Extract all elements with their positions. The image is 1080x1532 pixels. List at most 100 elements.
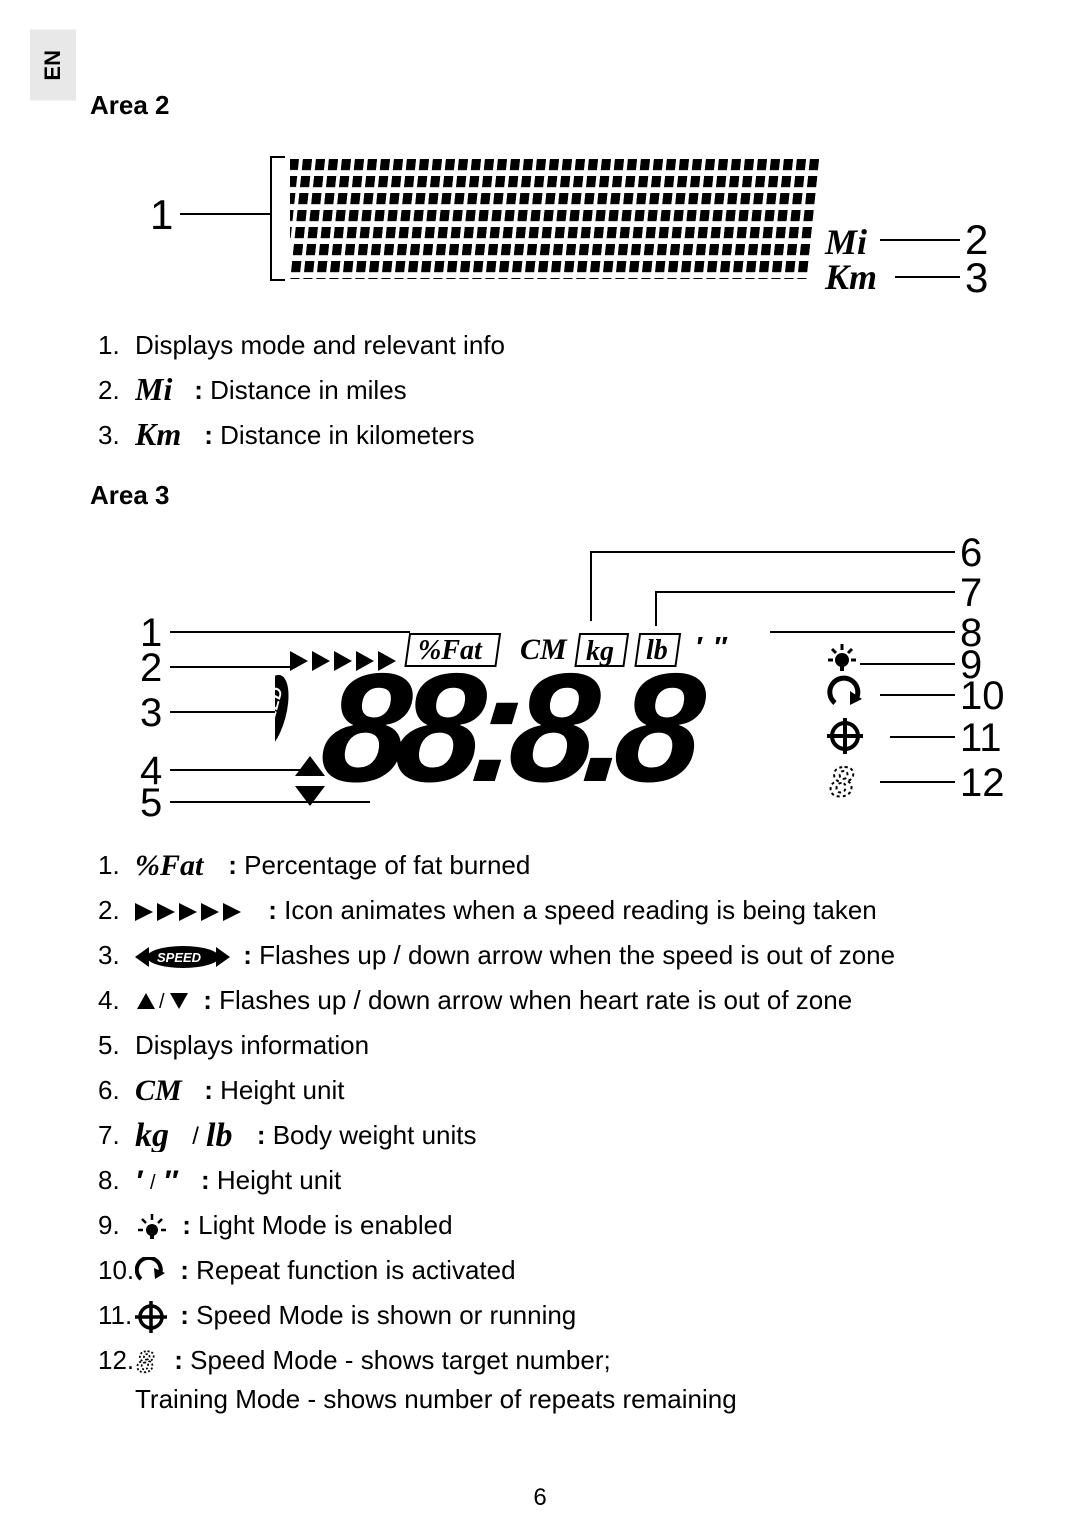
list-text: CM : Height unit xyxy=(135,1071,990,1110)
svg-text:/: / xyxy=(150,1172,156,1194)
list-item: 2. : Icon animates when a speed reading … xyxy=(90,891,990,930)
dotted-eight-icon: 8 xyxy=(135,1347,161,1377)
svg-text:lb: lb xyxy=(206,1122,232,1152)
area2-diagram: 1 Mi Km 2 3 xyxy=(90,141,990,301)
list-text: SPEED : Flashes up / down arrow when the… xyxy=(135,936,990,975)
list-text: ′ / ′′ : Height unit xyxy=(135,1161,990,1200)
list-item: 12. 8 : Speed Mode - shows target number… xyxy=(90,1341,990,1419)
area2-dotmatrix xyxy=(290,159,820,279)
list-item: 10. : Repeat function is activated xyxy=(90,1251,990,1290)
area3-callout-2: 2 xyxy=(140,646,162,691)
svg-text:88:8.8: 88:8.8 xyxy=(314,640,712,811)
svg-text:SPEED: SPEED xyxy=(157,950,202,965)
leader-line xyxy=(170,666,290,668)
list-text: Mi : Distance in miles xyxy=(135,371,990,410)
svg-text:Km: Km xyxy=(135,423,181,451)
item-text: Distance in miles xyxy=(210,375,407,405)
area3-callout-10: 10 xyxy=(960,674,1005,719)
leader-line xyxy=(590,551,592,621)
area3-diagram: 1 2 3 4 5 6 7 8 9 10 11 12 %Fat CM xyxy=(90,531,990,821)
list-item: 8. ′ / ′′ : Height unit xyxy=(90,1161,990,1200)
feet-inches-icon: ′ / ′′ xyxy=(135,1169,195,1195)
area3-callout-6: 6 xyxy=(960,531,982,576)
list-number: 12. xyxy=(90,1341,135,1380)
light-icon xyxy=(135,1212,169,1242)
list-item: 1. Displays mode and relevant info xyxy=(90,326,990,365)
area3-callout-5: 5 xyxy=(140,781,162,826)
list-number: 8. xyxy=(90,1161,135,1200)
list-text: : Speed Mode is shown or running xyxy=(135,1296,990,1335)
list-item: 11. : Speed Mode is shown or running xyxy=(90,1296,990,1335)
list-text: : Icon animates when a speed reading is … xyxy=(135,891,990,930)
repeat-icon xyxy=(135,1257,167,1287)
area3-list: 1. %Fat : Percentage of fat burned 2. : … xyxy=(90,846,990,1419)
item-text: Height unit xyxy=(220,1075,344,1105)
list-item: 9. : Light Mode is enabled xyxy=(90,1206,990,1245)
area2-km-label: Km xyxy=(825,256,877,298)
list-number: 3. xyxy=(90,416,135,455)
semicolon: ; xyxy=(603,1345,610,1375)
svg-text:Mi: Mi xyxy=(135,378,172,406)
lb-icon: lb xyxy=(206,1122,244,1152)
svg-text:8: 8 xyxy=(137,1347,154,1377)
svg-text:CM: CM xyxy=(135,1079,183,1105)
speed-arrows-icon xyxy=(135,901,255,923)
list-item: 1. %Fat : Percentage of fat burned xyxy=(90,846,990,885)
area2-callout-3: 3 xyxy=(965,254,988,302)
list-item: 5. Displays information xyxy=(90,1026,990,1065)
up-down-arrow-icon: / xyxy=(135,991,190,1013)
item-text: Light Mode is enabled xyxy=(198,1210,452,1240)
svg-text:′′: ′′ xyxy=(163,1169,179,1195)
kg-icon: kg xyxy=(135,1122,179,1152)
area3-callout-3: 3 xyxy=(140,691,162,736)
item-text: Percentage of fat burned xyxy=(244,850,530,880)
area3-title: Area 3 xyxy=(90,480,990,511)
list-text: / : Flashes up / down arrow when heart r… xyxy=(135,981,990,1020)
item-text: Repeat function is activated xyxy=(196,1255,515,1285)
list-number: 3. xyxy=(90,936,135,975)
svg-text:8: 8 xyxy=(830,758,854,805)
list-text: %Fat : Percentage of fat burned xyxy=(135,846,990,885)
svg-text:kg: kg xyxy=(135,1122,169,1152)
crosshair-icon xyxy=(135,1301,167,1333)
list-text: : Light Mode is enabled xyxy=(135,1206,990,1245)
list-text: : Repeat function is activated xyxy=(135,1251,990,1290)
list-number: 7. xyxy=(90,1116,135,1155)
leader-line xyxy=(590,551,955,553)
area3-callout-12: 12 xyxy=(960,761,1005,806)
km-icon: Km xyxy=(135,423,191,451)
list-number: 9. xyxy=(90,1206,135,1245)
list-item: 6. CM : Height unit xyxy=(90,1071,990,1110)
list-number: 4. xyxy=(90,981,135,1020)
leader-line xyxy=(655,591,955,593)
item-text: Flashes up / down arrow when heart rate … xyxy=(219,985,852,1015)
list-number: 1. xyxy=(90,326,135,365)
list-text: Displays mode and relevant info xyxy=(135,326,990,365)
list-text: Km : Distance in kilometers xyxy=(135,416,990,455)
language-tab: EN xyxy=(30,30,76,101)
item-text: Height unit xyxy=(217,1165,341,1195)
list-item: 3. Km : Distance in kilometers xyxy=(90,416,990,455)
area2-list: 1. Displays mode and relevant info 2. Mi… xyxy=(90,326,990,455)
svg-text:%Fat: %Fat xyxy=(135,853,205,881)
item-text-line2: Training Mode - shows number of repeats … xyxy=(135,1384,737,1414)
area3-lcd-cluster: %Fat CM kg lb ′ ′′ SPEED 88:8.8 88:8.8 xyxy=(275,616,895,811)
item-text: Speed Mode - shows target number xyxy=(190,1345,603,1375)
speed-pill-icon: SPEED xyxy=(135,945,230,969)
list-number: 11. xyxy=(90,1296,135,1335)
list-text: 8 : Speed Mode - shows target number; Tr… xyxy=(135,1341,990,1419)
list-number: 1. xyxy=(90,846,135,885)
list-number: 10. xyxy=(90,1251,135,1290)
svg-text:′′: ′′ xyxy=(713,631,728,662)
page-number: 6 xyxy=(533,1484,546,1512)
area3-callout-7: 7 xyxy=(960,571,982,616)
list-item: 7. kg / lb : Body weight units xyxy=(90,1116,990,1155)
svg-text:/: / xyxy=(159,991,165,1013)
svg-text:′: ′ xyxy=(135,1169,144,1195)
list-number: 6. xyxy=(90,1071,135,1110)
list-number: 5. xyxy=(90,1026,135,1065)
list-item: 4. / : Flashes up / down arrow when hear… xyxy=(90,981,990,1020)
area2-title: Area 2 xyxy=(90,90,990,121)
list-item: 3. SPEED : Flashes up / down arrow when … xyxy=(90,936,990,975)
area2-leader-1 xyxy=(180,213,270,215)
